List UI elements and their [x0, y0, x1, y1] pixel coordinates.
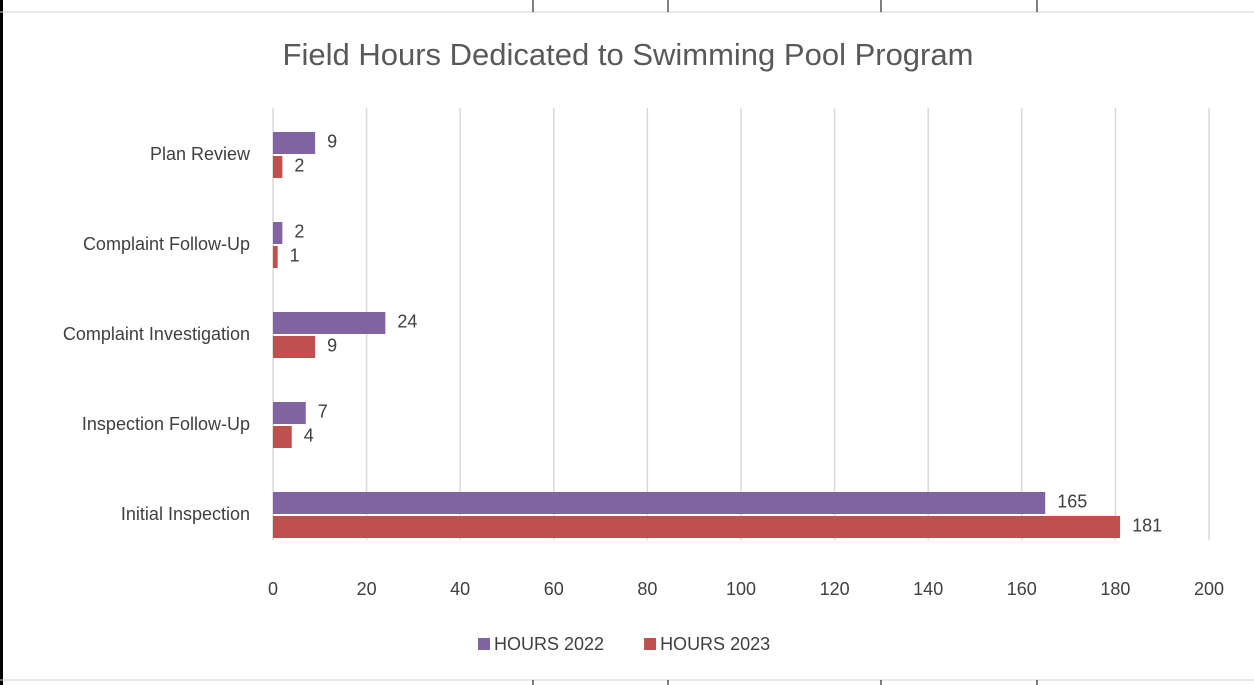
- bar: [273, 132, 316, 154]
- data-label: 165: [1057, 491, 1087, 511]
- bar: [273, 246, 278, 268]
- legend-swatch: [478, 638, 490, 650]
- bar: [273, 312, 386, 334]
- legend-swatch: [644, 638, 657, 650]
- x-tick-label: 180: [1100, 579, 1130, 599]
- chart-title: Field Hours Dedicated to Swimming Pool P…: [283, 37, 974, 72]
- x-tick-label: 160: [1007, 579, 1037, 599]
- data-label: 2: [294, 155, 304, 175]
- x-tick-label: 140: [913, 579, 943, 599]
- y-tick-label: Complaint Follow-Up: [83, 234, 250, 254]
- x-tick-label: 60: [544, 579, 564, 599]
- bar: [273, 426, 292, 448]
- data-label: 4: [304, 425, 314, 445]
- data-label: 7: [318, 401, 328, 421]
- data-label: 2: [294, 221, 304, 241]
- bar: [273, 402, 306, 424]
- y-tick-label: Initial Inspection: [121, 504, 250, 524]
- frame-ticks: [532, 0, 1038, 685]
- bar: [273, 336, 316, 358]
- data-label: 9: [327, 335, 337, 355]
- x-tick-label: 100: [726, 579, 756, 599]
- y-tick-label: Inspection Follow-Up: [82, 414, 250, 434]
- data-label: 1: [290, 245, 300, 265]
- x-tick-label: 200: [1194, 579, 1224, 599]
- bar: [273, 222, 283, 244]
- x-tick-label: 80: [637, 579, 657, 599]
- data-label: 181: [1132, 515, 1162, 535]
- bar: [273, 156, 283, 178]
- bar: [273, 516, 1121, 538]
- y-tick-label: Complaint Investigation: [63, 324, 250, 344]
- data-label: 9: [327, 131, 337, 151]
- x-tick-label: 40: [450, 579, 470, 599]
- data-label: 24: [397, 311, 417, 331]
- bar: [273, 492, 1046, 514]
- legend-label: HOURS 2023: [660, 634, 770, 654]
- y-tick-label: Plan Review: [150, 144, 251, 164]
- legend-label: HOURS 2022: [494, 634, 604, 654]
- x-tick-label: 120: [820, 579, 850, 599]
- x-tick-label: 20: [357, 579, 377, 599]
- x-tick-label: 0: [268, 579, 278, 599]
